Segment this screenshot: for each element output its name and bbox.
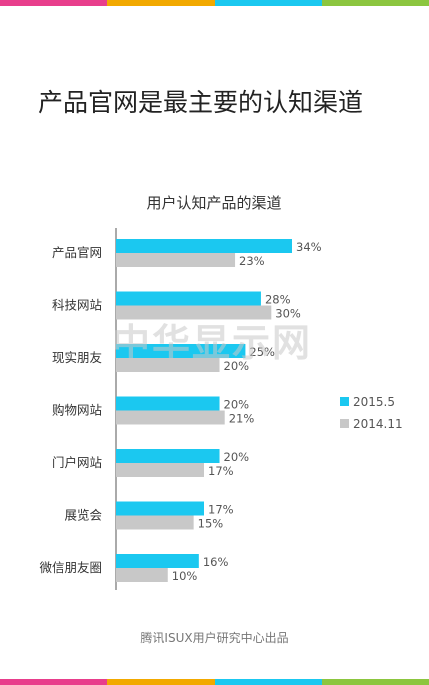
- stripe-segment: [107, 0, 215, 6]
- bar-2015.5: [116, 239, 292, 253]
- bar-2014.11: [116, 305, 272, 320]
- value-label: 20%: [224, 450, 250, 464]
- bar-2015.5: [116, 396, 220, 411]
- value-label: 34%: [296, 240, 322, 254]
- bar-2014.11: [116, 253, 236, 267]
- bar-2014.11: [116, 410, 225, 425]
- value-label: 16%: [203, 555, 229, 569]
- value-label: 17%: [208, 503, 234, 517]
- top-color-stripe: [0, 0, 429, 6]
- legend-swatch: [340, 419, 349, 428]
- legend-label: 2015.5: [353, 395, 395, 409]
- bottom-color-stripe: [0, 679, 429, 685]
- bar-2015.5: [116, 554, 199, 568]
- value-label: 25%: [249, 345, 275, 359]
- category-label: 微信朋友圈: [39, 560, 102, 575]
- value-label: 20%: [224, 398, 250, 412]
- value-label: 30%: [275, 307, 301, 321]
- bar-2014.11: [116, 568, 168, 582]
- category-label: 门户网站: [52, 455, 102, 470]
- value-label: 23%: [239, 254, 265, 268]
- category-label: 科技网站: [52, 298, 102, 313]
- footer-credit: 腾讯ISUX用户研究中心出品: [140, 631, 289, 645]
- bar-2015.5: [116, 291, 261, 306]
- stripe-segment: [321, 679, 429, 685]
- bar-2014.11: [116, 358, 220, 372]
- category-label: 现实朋友: [52, 350, 102, 365]
- bar-2015.5: [116, 501, 204, 516]
- stripe-segment: [214, 679, 322, 685]
- value-label: 20%: [224, 359, 250, 373]
- legend-swatch: [340, 397, 349, 406]
- stripe-segment: [0, 0, 108, 6]
- category-label: 展览会: [64, 508, 102, 523]
- value-label: 21%: [229, 412, 255, 426]
- stripe-segment: [107, 679, 215, 685]
- value-label: 17%: [208, 464, 234, 478]
- bar-2015.5: [116, 344, 246, 358]
- category-label: 产品官网: [52, 245, 102, 260]
- category-label: 购物网站: [52, 403, 102, 418]
- value-label: 10%: [172, 569, 198, 583]
- value-label: 28%: [265, 293, 291, 307]
- stripe-segment: [0, 679, 108, 685]
- stripe-segment: [214, 0, 322, 6]
- bar-2015.5: [116, 449, 220, 463]
- bar-2014.11: [116, 515, 194, 530]
- legend-label: 2014.11: [353, 417, 403, 431]
- stripe-segment: [321, 0, 429, 6]
- bar-2014.11: [116, 463, 204, 477]
- value-label: 15%: [198, 517, 224, 531]
- page-headline: 产品官网是最主要的认知渠道: [38, 88, 364, 117]
- chart-title: 用户认知产品的渠道: [146, 194, 281, 212]
